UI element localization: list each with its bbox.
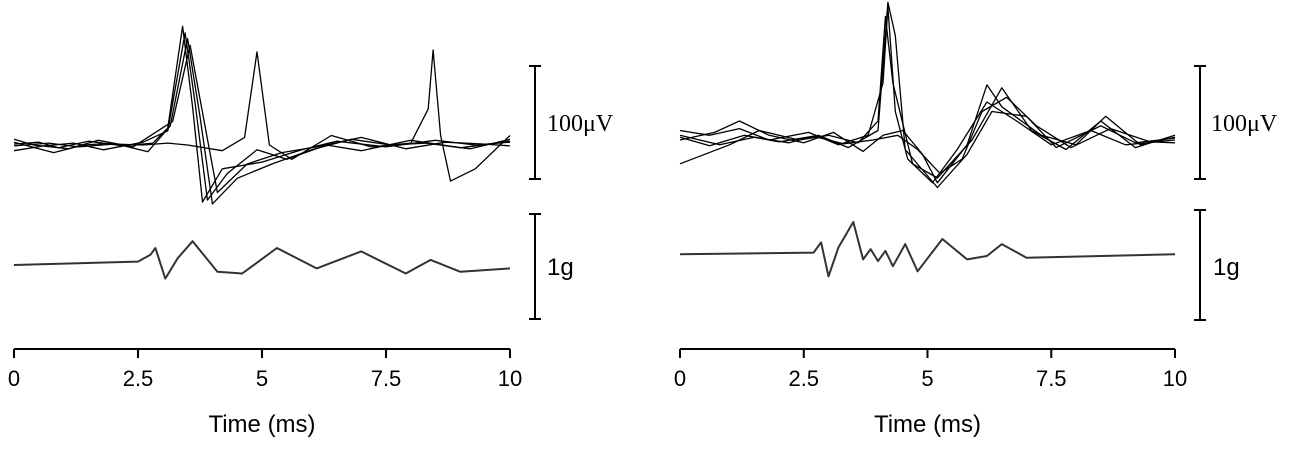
left-panel: 100μV 1g 0 2.5 5 7.5 10 Time (ms) (8, 25, 614, 438)
x-tick-label: 10 (498, 366, 522, 391)
x-tick-label: 5 (921, 366, 933, 391)
voltage-trace-5 (679, 96, 1176, 174)
voltage-trace-3 (13, 37, 511, 205)
x-tick-label: 7.5 (1036, 366, 1067, 391)
voltage-trace-3 (679, 15, 1176, 179)
x-tick-label: 0 (8, 366, 20, 391)
x-tick-label: 5 (256, 366, 268, 391)
accel-scale-label: 1g (547, 254, 574, 281)
voltage-trace-1 (679, 6, 1176, 184)
x-axis-title: Time (ms) (208, 411, 315, 438)
x-tick-label: 10 (1163, 366, 1187, 391)
voltage-trace-1 (13, 25, 511, 203)
x-tick-label: 7.5 (371, 366, 402, 391)
voltage-trace-4 (13, 44, 511, 194)
right-panel: 100μV 1g 0 2.5 5 7.5 10 Time (ms) (674, 1, 1278, 438)
x-axis-title: Time (ms) (874, 411, 981, 438)
voltage-scale-label: 100μV (1211, 111, 1278, 137)
accel-scale-label: 1g (1213, 254, 1240, 281)
x-tick-label: 0 (674, 366, 686, 391)
x-tick-label: 2.5 (788, 366, 819, 391)
voltage-trace-2 (13, 32, 511, 201)
accel-trace (13, 240, 511, 280)
x-tick-label: 2.5 (123, 366, 154, 391)
accel-trace (679, 221, 1176, 278)
voltage-trace-5 (13, 49, 511, 182)
voltage-scale-label: 100μV (547, 111, 614, 137)
